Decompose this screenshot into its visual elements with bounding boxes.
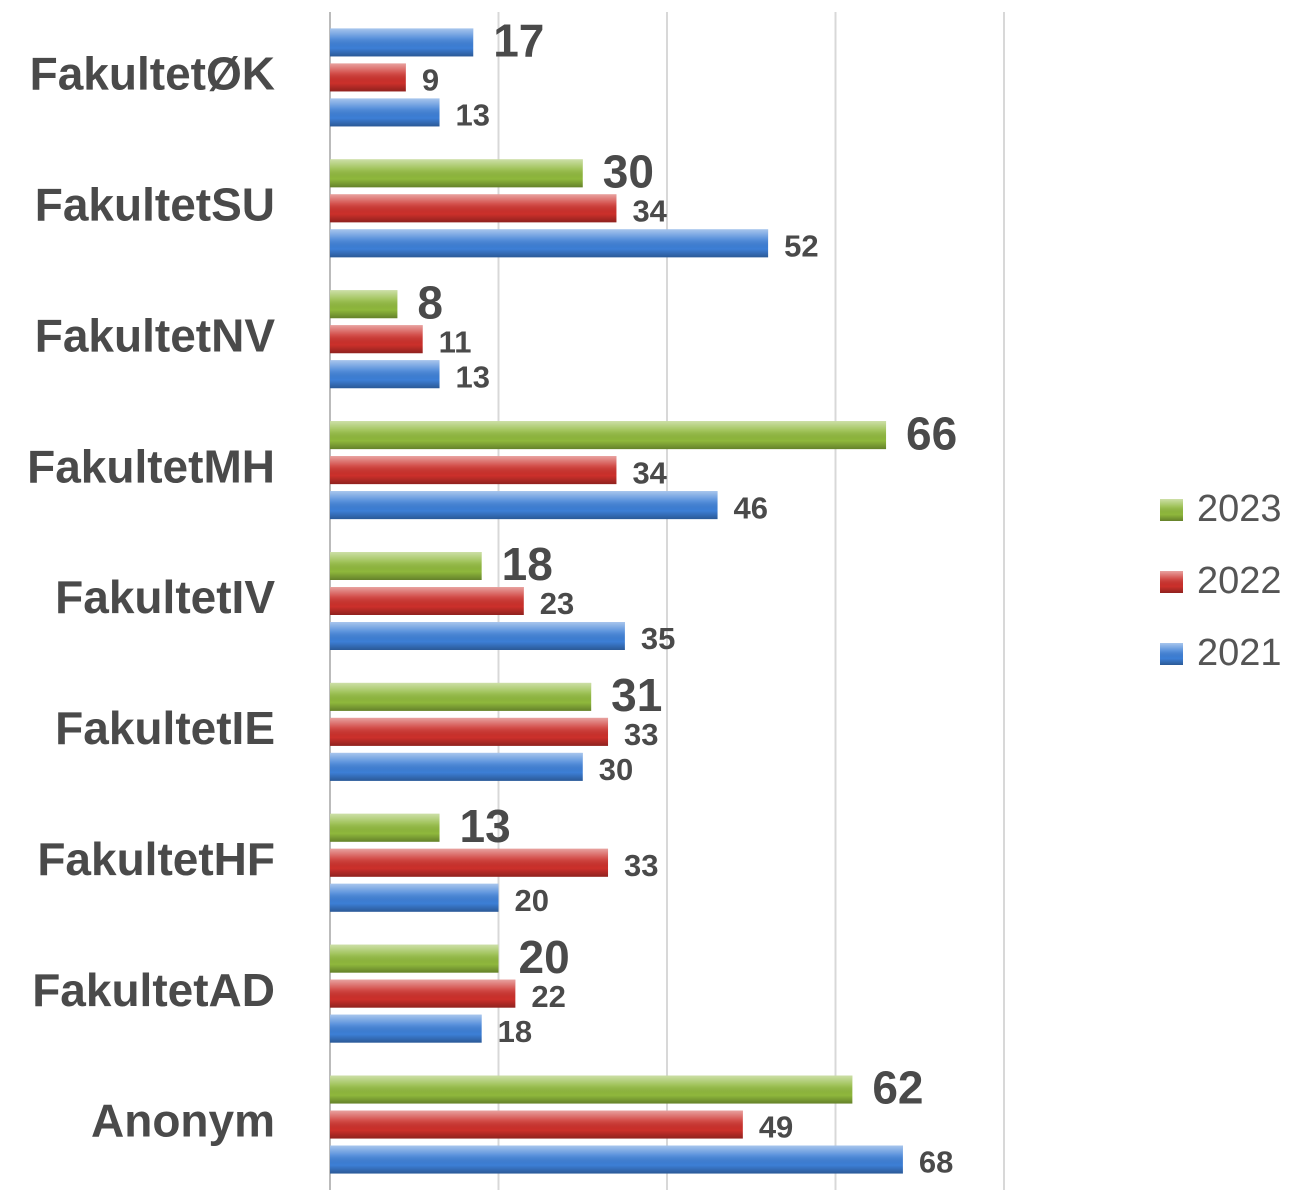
data-label: 17 xyxy=(493,15,544,67)
data-label: 18 xyxy=(498,1014,532,1049)
data-label: 34 xyxy=(632,194,667,229)
data-label: 13 xyxy=(456,98,490,133)
data-label: 62 xyxy=(872,1062,923,1114)
data-label: 49 xyxy=(759,1110,793,1145)
bar-shine xyxy=(330,98,440,127)
y-tick-label: FakultetØK xyxy=(30,48,275,100)
data-label: 33 xyxy=(624,848,658,883)
bar-shine xyxy=(330,159,583,188)
y-tick-label: FakultetMH xyxy=(27,440,275,492)
bar-shine xyxy=(330,813,440,842)
y-tick-label: FakultetHF xyxy=(37,833,275,885)
y-tick-label: Anonym xyxy=(91,1095,275,1147)
legend-label: 2021 xyxy=(1197,632,1282,674)
data-label: 34 xyxy=(632,455,667,490)
data-label: 30 xyxy=(599,752,633,787)
data-label: 30 xyxy=(603,145,654,197)
data-label: 23 xyxy=(540,586,574,621)
data-label: 13 xyxy=(460,800,511,852)
bar-shine xyxy=(330,28,474,57)
y-tick-label: FakultetIV xyxy=(55,571,275,623)
data-label: 11 xyxy=(439,324,472,359)
legend-swatch-shine xyxy=(1160,643,1183,665)
bar-shine xyxy=(330,944,499,973)
bar-shine xyxy=(330,883,499,912)
bar-shine xyxy=(330,752,583,781)
bar-shine xyxy=(330,979,516,1008)
data-label: 52 xyxy=(784,229,818,264)
bar-shine xyxy=(330,552,482,580)
data-label: 66 xyxy=(906,407,957,459)
bar-shine xyxy=(330,421,887,450)
data-label: 9 xyxy=(422,63,439,98)
y-tick-label: FakultetAD xyxy=(32,964,275,1016)
bar-shine xyxy=(330,63,406,92)
data-label: 68 xyxy=(919,1145,953,1180)
data-label: 20 xyxy=(515,883,549,918)
bar-shine xyxy=(330,325,423,354)
bar-shine xyxy=(330,848,609,877)
bar-shine xyxy=(330,194,617,223)
legend-swatch-shine xyxy=(1160,571,1183,593)
bar-shine xyxy=(330,682,592,711)
bar-shine xyxy=(330,1110,743,1139)
bar-shine xyxy=(330,360,440,389)
data-label: 13 xyxy=(456,359,490,394)
legend-label: 2023 xyxy=(1197,488,1282,530)
data-label: 35 xyxy=(641,621,675,656)
data-label: 20 xyxy=(519,931,570,983)
bar-shine xyxy=(330,229,769,258)
y-tick-label: FakultetNV xyxy=(35,309,276,361)
data-label: 46 xyxy=(734,490,768,525)
data-label: 33 xyxy=(624,717,658,752)
bar-shine xyxy=(330,717,609,746)
data-label: 31 xyxy=(611,669,662,721)
bar-shine xyxy=(330,1145,903,1174)
data-label: 18 xyxy=(502,538,553,590)
bar-shine xyxy=(330,456,617,485)
bar-shine xyxy=(330,587,524,615)
bar-shine xyxy=(330,622,625,650)
y-tick-label: FakultetIE xyxy=(55,702,275,754)
data-label: 8 xyxy=(417,276,443,328)
bar-shine xyxy=(330,1075,853,1104)
legend-swatch-shine xyxy=(1160,499,1183,521)
data-label: 22 xyxy=(531,979,565,1014)
y-tick-label: FakultetSU xyxy=(35,178,275,230)
bar-shine xyxy=(330,491,718,520)
legend-label: 2022 xyxy=(1197,560,1282,602)
bar-shine xyxy=(330,290,398,319)
bar-shine xyxy=(330,1014,482,1043)
